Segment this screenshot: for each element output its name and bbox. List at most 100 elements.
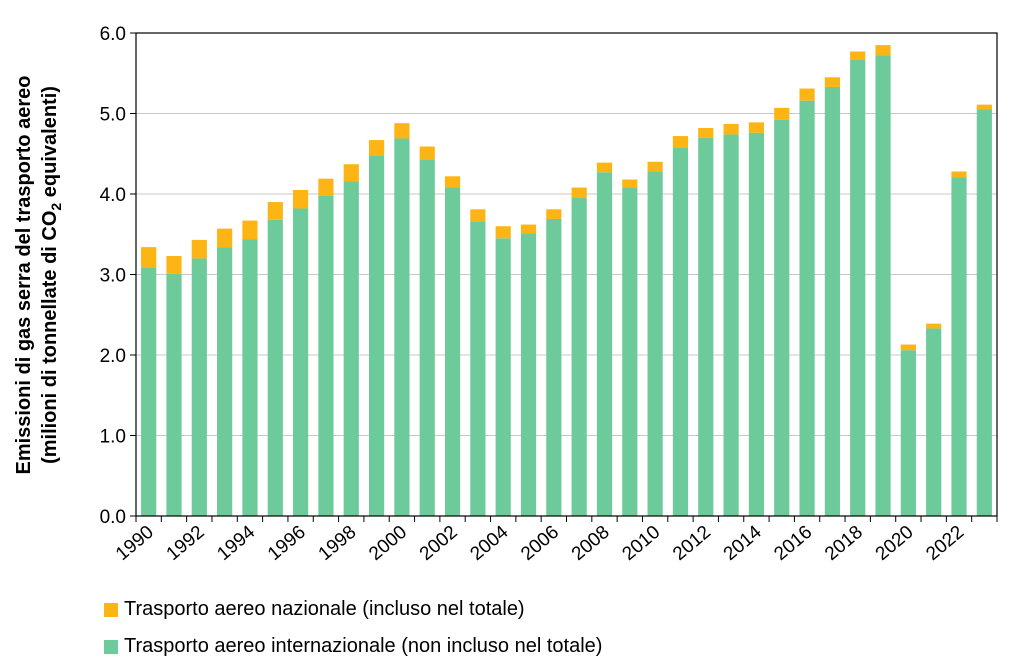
x-tick-label: 2008 — [568, 522, 614, 565]
y-axis-label-line2-suffix: equivalenti) — [39, 86, 61, 203]
bar-nazionale-2003 — [470, 209, 486, 222]
y-axis-label-subscript: 2 — [48, 203, 64, 211]
x-tick-label: 2012 — [669, 522, 715, 565]
bar-nazionale-2013 — [723, 123, 739, 135]
bars — [141, 45, 992, 517]
bar-nazionale-1996 — [293, 189, 309, 209]
bar-nazionale-2021 — [926, 323, 942, 329]
bar-internazionale-2021 — [926, 328, 942, 516]
bar-internazionale-1995 — [267, 219, 283, 516]
bar-nazionale-1998 — [343, 164, 359, 182]
bar-nazionale-2010 — [647, 161, 663, 172]
bar-nazionale-1990 — [141, 247, 157, 268]
bar-internazionale-2023 — [976, 109, 992, 516]
bar-nazionale-1991 — [166, 255, 182, 274]
y-tick-label: 2.0 — [100, 346, 126, 367]
bar-internazionale-2000 — [394, 138, 410, 516]
bar-nazionale-1995 — [267, 202, 283, 220]
x-tick-label: 2010 — [618, 522, 664, 565]
x-tick-label: 2016 — [770, 522, 816, 565]
y-axis-label-line2: (milioni di tonnellate di CO2 equivalent… — [39, 86, 64, 464]
bar-internazionale-2003 — [470, 221, 486, 516]
bar-internazionale-1991 — [166, 273, 182, 516]
x-tick-label: 2004 — [467, 521, 513, 565]
bar-nazionale-2011 — [672, 136, 689, 148]
bar-internazionale-2012 — [698, 137, 714, 516]
x-tick-label: 1996 — [264, 522, 310, 565]
bar-internazionale-1997 — [318, 195, 334, 517]
bar-internazionale-2010 — [647, 171, 663, 516]
legend-item-internazionale: Trasporto aereo internazionale (non incl… — [104, 635, 602, 658]
bar-nazionale-2019 — [875, 45, 891, 56]
bar-internazionale-1998 — [343, 181, 359, 516]
bar-nazionale-1993 — [217, 228, 233, 248]
bar-internazionale-2017 — [824, 86, 840, 516]
bar-nazionale-2014 — [748, 122, 765, 133]
bar-internazionale-2018 — [850, 59, 866, 516]
bar-nazionale-2008 — [596, 162, 613, 173]
x-tick-label: 1994 — [213, 521, 259, 565]
bar-nazionale-1992 — [191, 239, 207, 259]
y-tick-label: 3.0 — [100, 266, 126, 287]
y-tick-label: 1.0 — [100, 427, 126, 448]
bar-internazionale-2020 — [900, 350, 916, 516]
bar-nazionale-2023 — [976, 104, 992, 110]
bar-nazionale-2022 — [951, 171, 967, 178]
bar-nazionale-2002 — [444, 176, 461, 188]
x-axis: 1990 1992 1994 1996 1998 2000 2002 2004 2006 2008… — [112, 516, 998, 565]
legend-swatch-nazionale — [104, 602, 118, 617]
legend-swatch-internazionale — [104, 639, 118, 654]
bar-internazionale-2004 — [495, 238, 511, 516]
bar-internazionale-2008 — [596, 172, 613, 516]
bar-nazionale-2018 — [850, 51, 866, 60]
bar-internazionale-2001 — [419, 159, 435, 516]
bar-internazionale-2014 — [748, 132, 765, 516]
y-tick-label: 0.0 — [100, 507, 126, 528]
x-tick-label: 2006 — [517, 522, 563, 565]
bar-nazionale-2016 — [799, 88, 815, 101]
legend-item-nazionale: Trasporto aereo nazionale (incluso nel t… — [104, 598, 525, 621]
x-tick-label: 2002 — [416, 522, 462, 565]
y-tick-label: 6.0 — [100, 24, 126, 45]
bar-nazionale-2006 — [546, 209, 562, 219]
y-axis: 0.0 1.0 2.0 3.0 4.0 5.0 6.0 — [100, 24, 136, 528]
x-tick-label: 2018 — [821, 522, 867, 565]
bar-internazionale-2011 — [672, 147, 689, 516]
x-tick-label: 2014 — [720, 521, 766, 565]
bar-internazionale-2019 — [875, 55, 891, 516]
bar-internazionale-1992 — [191, 258, 207, 516]
x-tick-label: 1992 — [163, 522, 209, 565]
bar-internazionale-2022 — [951, 177, 967, 516]
gridlines — [136, 113, 997, 436]
bar-nazionale-2012 — [698, 127, 714, 138]
bar-internazionale-1994 — [242, 239, 258, 516]
bar-nazionale-2009 — [622, 179, 638, 188]
bar-nazionale-2020 — [900, 344, 916, 351]
y-tick-label: 5.0 — [100, 105, 126, 126]
x-tick-label: 1990 — [112, 522, 158, 565]
bar-nazionale-1994 — [242, 220, 258, 240]
y-tick-label: 4.0 — [100, 185, 126, 206]
x-tick-label: 2022 — [922, 522, 968, 565]
bar-nazionale-2004 — [495, 226, 511, 239]
bar-internazionale-2013 — [723, 134, 739, 516]
bar-internazionale-2009 — [622, 187, 638, 516]
bar-nazionale-1997 — [318, 178, 334, 196]
legend-label-nazionale: Trasporto aereo nazionale (incluso nel t… — [124, 598, 525, 620]
bar-nazionale-1999 — [368, 140, 385, 156]
bar-internazionale-2005 — [520, 233, 537, 516]
x-tick-label: 2020 — [872, 522, 918, 565]
bar-internazionale-2015 — [774, 119, 790, 516]
x-tick-label: 2000 — [365, 522, 411, 565]
bar-nazionale-2005 — [520, 224, 537, 234]
x-tick-label: 1998 — [315, 522, 361, 565]
bar-internazionale-2002 — [444, 187, 461, 516]
bar-internazionale-2006 — [546, 218, 562, 516]
bar-nazionale-2007 — [571, 187, 587, 199]
bar-internazionale-2016 — [799, 100, 815, 517]
bar-internazionale-1996 — [293, 208, 309, 517]
bar-nazionale-2017 — [824, 77, 840, 87]
bar-internazionale-1993 — [217, 247, 233, 516]
bar-internazionale-2007 — [571, 198, 587, 516]
bar-nazionale-2015 — [774, 107, 790, 120]
